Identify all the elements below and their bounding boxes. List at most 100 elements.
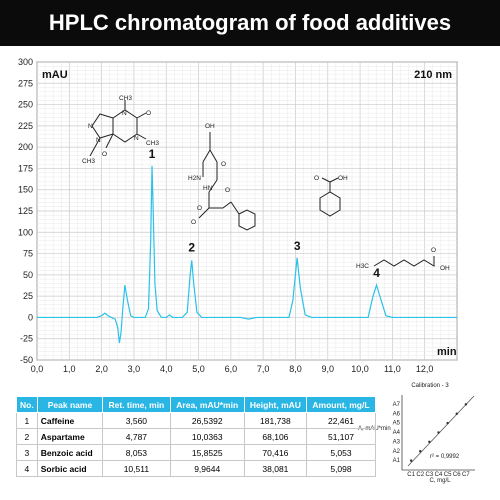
cell-ret-time: 4,787 bbox=[102, 428, 171, 445]
cell-height: 38,081 bbox=[243, 460, 307, 477]
caffeine-atom: CH3 bbox=[119, 95, 132, 102]
x-unit-label: min bbox=[437, 346, 457, 358]
peak-label: 3 bbox=[294, 239, 301, 253]
sorbic-atom: O bbox=[431, 247, 436, 254]
cell-ret-time: 3,560 bbox=[102, 412, 171, 429]
header-height: Height, mAU bbox=[243, 396, 307, 413]
y-unit-label: mAU bbox=[42, 69, 68, 81]
cell-amount: 5,098 bbox=[305, 460, 377, 477]
aspartame-atom: O bbox=[221, 161, 226, 168]
calibration-points bbox=[409, 403, 468, 462]
caffeine-atom: CH3 bbox=[82, 158, 95, 165]
cell-peak-name: Caffeine bbox=[36, 412, 104, 429]
aspartame-atom: OH bbox=[205, 123, 215, 130]
x-tick-label: 0,0 bbox=[31, 364, 44, 374]
calibration-x-tick: C5 bbox=[444, 472, 452, 478]
caffeine-atom: N bbox=[134, 135, 139, 142]
y-tick-label: 300 bbox=[18, 57, 33, 67]
calibration-y-ticks: A1 A2 A3 A4 A5 A6 A7 bbox=[393, 402, 401, 464]
y-tick-label: 250 bbox=[18, 100, 33, 110]
aspartame-atom: O bbox=[197, 205, 202, 212]
title-bar bbox=[0, 0, 500, 46]
caffeine-atom: O bbox=[146, 110, 151, 117]
wavelength-label: 210 nm bbox=[414, 69, 452, 81]
cell-area: 15,8525 bbox=[169, 444, 245, 461]
calibration-point bbox=[419, 450, 422, 453]
y-tick-label: 100 bbox=[18, 227, 33, 237]
benzoic-acid-structure: O OH bbox=[314, 175, 348, 217]
cell-ret-time: 8,053 bbox=[102, 444, 171, 461]
header-area: Area, mAU*min bbox=[169, 396, 245, 413]
sorbic-atom: H3C bbox=[356, 263, 369, 270]
calibration-title: Calibration - 3 bbox=[411, 383, 449, 389]
x-tick-label: 12,0 bbox=[416, 364, 434, 374]
peak-label: 4 bbox=[373, 266, 380, 280]
table-row: 2 Aspartame 4,787 10,0363 68,106 51,107 bbox=[16, 428, 377, 445]
y-tick-label: 50 bbox=[23, 270, 33, 280]
y-tick-label: 150 bbox=[18, 185, 33, 195]
sorbic-atom: OH bbox=[440, 265, 450, 272]
cell-peak-name: Sorbic acid bbox=[36, 460, 104, 477]
chromatogram-trace bbox=[37, 165, 457, 344]
calibration-xlabel: C, mg/L bbox=[429, 478, 451, 484]
caffeine-atom: N bbox=[122, 110, 127, 117]
header-amount: Amount, mg/L bbox=[305, 396, 377, 413]
peak-labels: 1 2 3 4 bbox=[149, 147, 381, 280]
cell-amount: 51,107 bbox=[305, 428, 377, 445]
cell-height: 68,106 bbox=[243, 428, 307, 445]
x-tick-label: 1,0 bbox=[63, 364, 76, 374]
cell-area: 10,0363 bbox=[169, 428, 245, 445]
x-tick-label: 11,0 bbox=[384, 364, 401, 374]
peak-label: 1 bbox=[149, 147, 156, 161]
y-tick-label: 125 bbox=[18, 206, 33, 216]
caffeine-atom: O bbox=[102, 151, 107, 158]
calibration-y-tick: A6 bbox=[393, 411, 401, 417]
results-table: No. Peak name Ret. time, min Area, mAU*m… bbox=[16, 396, 377, 477]
calibration-y-tick: A3 bbox=[393, 439, 401, 445]
y-tick-label: -50 bbox=[20, 355, 33, 365]
cell-ret-time: 10,511 bbox=[102, 460, 171, 477]
cell-no: 4 bbox=[16, 460, 38, 477]
x-tick-labels: 0,0 1,0 2,0 3,0 4,0 5,0 6,0 7,0 8,0 9,0 10,0 11,0 12… bbox=[31, 364, 434, 374]
table-row: 4 Sorbic acid 10,511 9,9644 38,081 5,098 bbox=[16, 460, 377, 477]
aspartame-atom: HN bbox=[203, 185, 213, 192]
y-tick-label: 275 bbox=[18, 78, 33, 88]
calibration-r2: r² = 0,9992 bbox=[430, 454, 460, 460]
cell-no: 2 bbox=[16, 428, 38, 445]
calibration-point bbox=[437, 431, 440, 434]
y-tick-label: 0 bbox=[28, 312, 33, 322]
cell-amount: 5,053 bbox=[305, 444, 377, 461]
table-header-row: No. Peak name Ret. time, min Area, mAU*m… bbox=[16, 396, 377, 413]
cell-amount: 22,461 bbox=[305, 412, 377, 429]
cell-no: 3 bbox=[16, 444, 38, 461]
y-tick-label: 225 bbox=[18, 121, 33, 131]
aspartame-structure: OH O H2N HN O O O bbox=[188, 123, 256, 231]
benzoic-atom: OH bbox=[338, 175, 348, 182]
table-row: 1 Caffeine 3,560 26,5392 181,738 22,461 bbox=[16, 412, 377, 429]
sorbic-acid-structure: H3C O OH bbox=[356, 247, 450, 272]
x-tick-label: 10,0 bbox=[351, 364, 369, 374]
y-tick-label: 25 bbox=[23, 291, 33, 301]
calibration-y-tick: A2 bbox=[393, 449, 401, 455]
header-peak-name: Peak name bbox=[36, 396, 104, 413]
peak-label: 2 bbox=[188, 241, 195, 255]
calibration-y-tick: A7 bbox=[393, 402, 401, 408]
calibration-x-tick: C4 bbox=[435, 472, 443, 478]
chart-title: HPLC chromatogram of food additives bbox=[48, 10, 452, 35]
calibration-x-ticks: C1 C2 C3 C4 C5 C6 C7 bbox=[407, 472, 470, 478]
calibration-x-tick: C1 bbox=[407, 472, 415, 478]
cell-height: 70,416 bbox=[243, 444, 307, 461]
calibration-y-tick: A4 bbox=[393, 430, 401, 436]
caffeine-structure: N N N N O O CH3 CH3 CH3 bbox=[82, 95, 159, 165]
calibration-x-tick: C3 bbox=[426, 472, 434, 478]
x-tick-label: 3,0 bbox=[128, 364, 141, 374]
grid bbox=[36, 61, 458, 361]
calibration-x-tick: C7 bbox=[462, 472, 470, 478]
cell-no: 1 bbox=[16, 412, 38, 429]
cell-area: 9,9644 bbox=[169, 460, 245, 477]
table-row: 3 Benzoic acid 8,053 15,8525 70,416 5,05… bbox=[16, 444, 377, 461]
caffeine-atom: N bbox=[88, 123, 93, 130]
cell-peak-name: Aspartame bbox=[36, 428, 104, 445]
caffeine-atom: CH3 bbox=[146, 140, 159, 147]
